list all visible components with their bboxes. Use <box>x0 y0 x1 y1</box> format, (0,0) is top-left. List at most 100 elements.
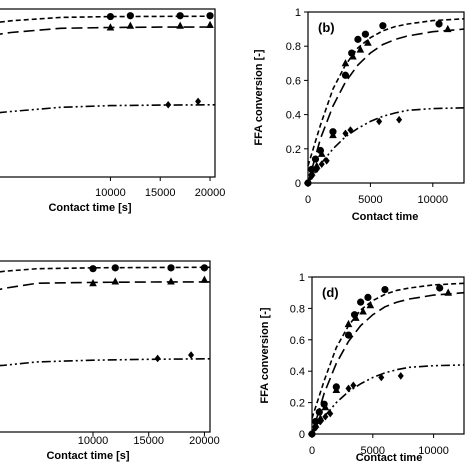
model-curve-dashed-long <box>311 291 465 435</box>
data-point-circle <box>344 331 353 339</box>
data-point-circle <box>176 12 184 20</box>
data-point-triangle <box>443 24 452 33</box>
data-point-triangle <box>307 168 316 176</box>
data-point-circle <box>126 12 134 20</box>
y-axis-label: FFA conversion [-] <box>259 307 271 403</box>
data-point-diamond <box>342 129 349 138</box>
data-point-diamond <box>165 100 172 109</box>
data-point-triangle <box>329 130 337 139</box>
y-tick-label: 0.6 <box>286 75 301 87</box>
x-tick-label: 15000 <box>133 435 164 447</box>
data-point-triangle <box>317 149 326 157</box>
model-curve-dashed-short <box>0 266 211 273</box>
data-point-triangle <box>444 288 452 296</box>
data-point-circle <box>311 155 320 163</box>
data-point-triangle <box>364 38 372 46</box>
x-tick-label: 10000 <box>418 445 449 457</box>
data-point-circle <box>89 265 97 273</box>
data-point-circle <box>381 285 389 294</box>
panel-b: 0 5000 10000 0 0.2 0.4 0.6 0.8 1 Contact time FFA … <box>253 7 465 223</box>
data-point-diamond <box>312 423 319 432</box>
model-curve-dashed-short <box>307 18 465 167</box>
data-point-triangle <box>89 279 97 287</box>
x-tick-label: 15000 <box>145 187 176 199</box>
data-point-triangle <box>332 385 341 394</box>
data-point-triangle <box>351 313 360 321</box>
x-axis-label: Contact time <box>352 211 419 223</box>
x-tick-label: 10000 <box>418 194 449 206</box>
data-point-triangle <box>344 319 353 328</box>
data-point-diamond <box>378 373 385 382</box>
data-point-circle <box>106 12 115 21</box>
y-tick-label: 1 <box>295 7 301 19</box>
data-point-circle <box>200 264 209 272</box>
y-tick-label: 1 <box>299 272 305 284</box>
y-tick-label: 0 <box>295 178 301 190</box>
data-point-diamond <box>350 381 357 390</box>
x-axis-label: Contact time [s] <box>46 450 129 462</box>
data-point-circle <box>341 71 350 79</box>
data-point-diamond <box>195 97 202 106</box>
data-point-triangle <box>106 23 115 31</box>
x-tick-label: 5000 <box>358 194 382 206</box>
data-point-triangle <box>126 21 135 29</box>
data-point-circle <box>361 30 370 38</box>
model-curve-dash-dot-dot <box>0 104 216 114</box>
plot-frame-c <box>0 260 211 433</box>
data-point-triangle <box>359 307 367 315</box>
data-point-circle <box>304 179 312 187</box>
data-point-circle <box>308 430 316 438</box>
plot-frame-b <box>307 11 465 184</box>
data-point-diamond <box>347 126 354 134</box>
data-point-circle <box>315 408 323 416</box>
data-point-triangle <box>206 20 214 28</box>
y-tick-label: 0.4 <box>290 366 305 378</box>
data-point-diamond <box>396 115 403 124</box>
y-tick-label: 0 <box>299 429 305 441</box>
data-point-circle <box>167 264 175 272</box>
x-tick-label: 20000 <box>189 435 220 447</box>
data-point-diamond <box>188 351 195 359</box>
plot-frame-d <box>311 276 465 435</box>
panel-title: (b) <box>318 20 335 35</box>
model-curve-dash-dot-dot <box>0 358 211 367</box>
y-tick-label: 0.8 <box>290 303 305 315</box>
model-curve-dashed-short <box>311 282 465 419</box>
data-point-diamond <box>323 156 330 165</box>
data-point-triangle <box>349 52 357 60</box>
data-point-diamond <box>317 417 324 426</box>
data-point-triangle <box>176 21 184 29</box>
panel-d: 0 5000 10000 0 0.2 0.4 0.6 0.8 1 Contact time FFA … <box>259 272 465 464</box>
data-point-diamond <box>327 409 334 418</box>
data-point-diamond <box>345 384 352 393</box>
model-curve-dashed-long <box>0 281 211 291</box>
model-curve-dash-dot-dot <box>311 364 465 435</box>
x-tick-label: 10000 <box>78 435 109 447</box>
x-axis-label: Contact time <box>356 452 423 464</box>
data-point-triangle <box>111 277 120 285</box>
data-point-diamond <box>154 354 161 363</box>
model-curve-dashed-short <box>0 15 216 23</box>
data-point-circle <box>354 35 362 43</box>
data-point-diamond <box>397 372 404 380</box>
y-tick-label: 0.4 <box>286 110 301 122</box>
x-tick-label: 0 <box>305 194 311 206</box>
model-curve-dashed-long <box>0 26 216 35</box>
y-tick-label: 0.2 <box>286 144 301 156</box>
y-tick-label: 0.2 <box>290 398 305 410</box>
data-point-circle <box>435 20 443 28</box>
data-point-diamond <box>376 117 383 126</box>
panel-c: 1000015000200000Contact time [s] <box>0 260 220 462</box>
data-point-circle <box>111 264 119 272</box>
x-axis-label: Contact time [s] <box>48 202 131 214</box>
data-point-triangle <box>321 403 330 411</box>
data-point-diamond <box>313 165 320 174</box>
x-tick-label: 10000 <box>95 187 126 199</box>
data-point-triangle <box>366 301 375 309</box>
data-point-triangle <box>312 161 321 169</box>
data-point-circle <box>364 293 372 302</box>
model-curve-dashed-long <box>307 28 465 184</box>
x-tick-label: 5000 <box>361 445 385 457</box>
x-tick-label: 0 <box>309 445 315 457</box>
